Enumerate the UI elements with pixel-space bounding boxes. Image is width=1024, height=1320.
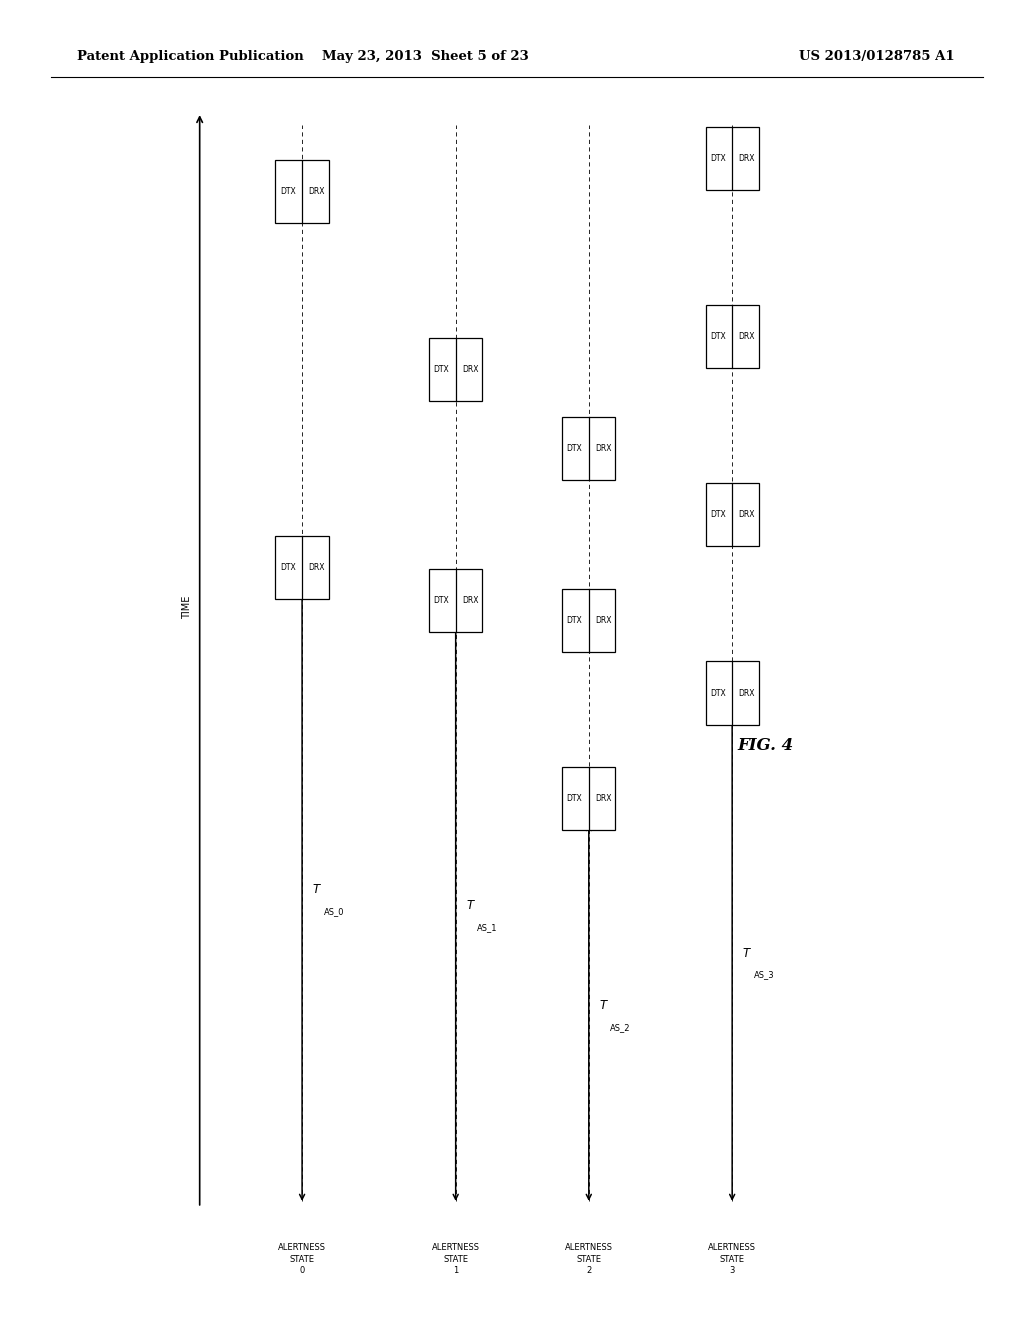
Text: AS_0: AS_0 [324,907,344,916]
Text: DRX: DRX [595,445,611,453]
Text: DTX: DTX [710,511,726,519]
Bar [275,536,329,599]
Bar [706,483,759,546]
Text: DTX: DTX [710,689,726,697]
Text: $T$: $T$ [599,999,609,1012]
Text: TIME: TIME [182,595,193,619]
Text: DRX: DRX [738,154,755,162]
Text: DTX: DTX [433,366,450,374]
Text: DTX: DTX [566,795,583,803]
Bar [275,160,329,223]
Text: DTX: DTX [433,597,450,605]
Bar [706,127,759,190]
Text: US 2013/0128785 A1: US 2013/0128785 A1 [799,50,954,63]
Text: $T$: $T$ [466,899,476,912]
Text: DTX: DTX [710,154,726,162]
Bar [562,589,615,652]
Text: DRX: DRX [738,689,755,697]
Text: DRX: DRX [595,795,611,803]
Bar [706,305,759,368]
Text: DRX: DRX [738,511,755,519]
Text: DRX: DRX [308,187,325,195]
Text: $T$: $T$ [742,946,753,960]
Text: AS_2: AS_2 [610,1023,631,1032]
Text: $T$: $T$ [312,883,323,896]
Text: AS_3: AS_3 [754,970,774,979]
Text: ALERTNESS
STATE
1: ALERTNESS STATE 1 [432,1243,479,1275]
Bar [429,569,482,632]
Text: DRX: DRX [462,597,478,605]
Text: ALERTNESS
STATE
0: ALERTNESS STATE 0 [279,1243,326,1275]
Text: May 23, 2013  Sheet 5 of 23: May 23, 2013 Sheet 5 of 23 [322,50,528,63]
Bar [562,417,615,480]
Text: DTX: DTX [280,187,296,195]
Bar [429,338,482,401]
Text: DRX: DRX [738,333,755,341]
Text: DTX: DTX [566,445,583,453]
Text: ALERTNESS
STATE
3: ALERTNESS STATE 3 [709,1243,756,1275]
Bar [562,767,615,830]
Text: DTX: DTX [566,616,583,624]
Text: DRX: DRX [595,616,611,624]
Text: Patent Application Publication: Patent Application Publication [77,50,303,63]
Text: DTX: DTX [710,333,726,341]
Text: DTX: DTX [280,564,296,572]
Bar [706,661,759,725]
Text: AS_1: AS_1 [477,923,498,932]
Text: DRX: DRX [462,366,478,374]
Text: ALERTNESS
STATE
2: ALERTNESS STATE 2 [565,1243,612,1275]
Text: FIG. 4: FIG. 4 [737,738,794,754]
Text: DRX: DRX [308,564,325,572]
